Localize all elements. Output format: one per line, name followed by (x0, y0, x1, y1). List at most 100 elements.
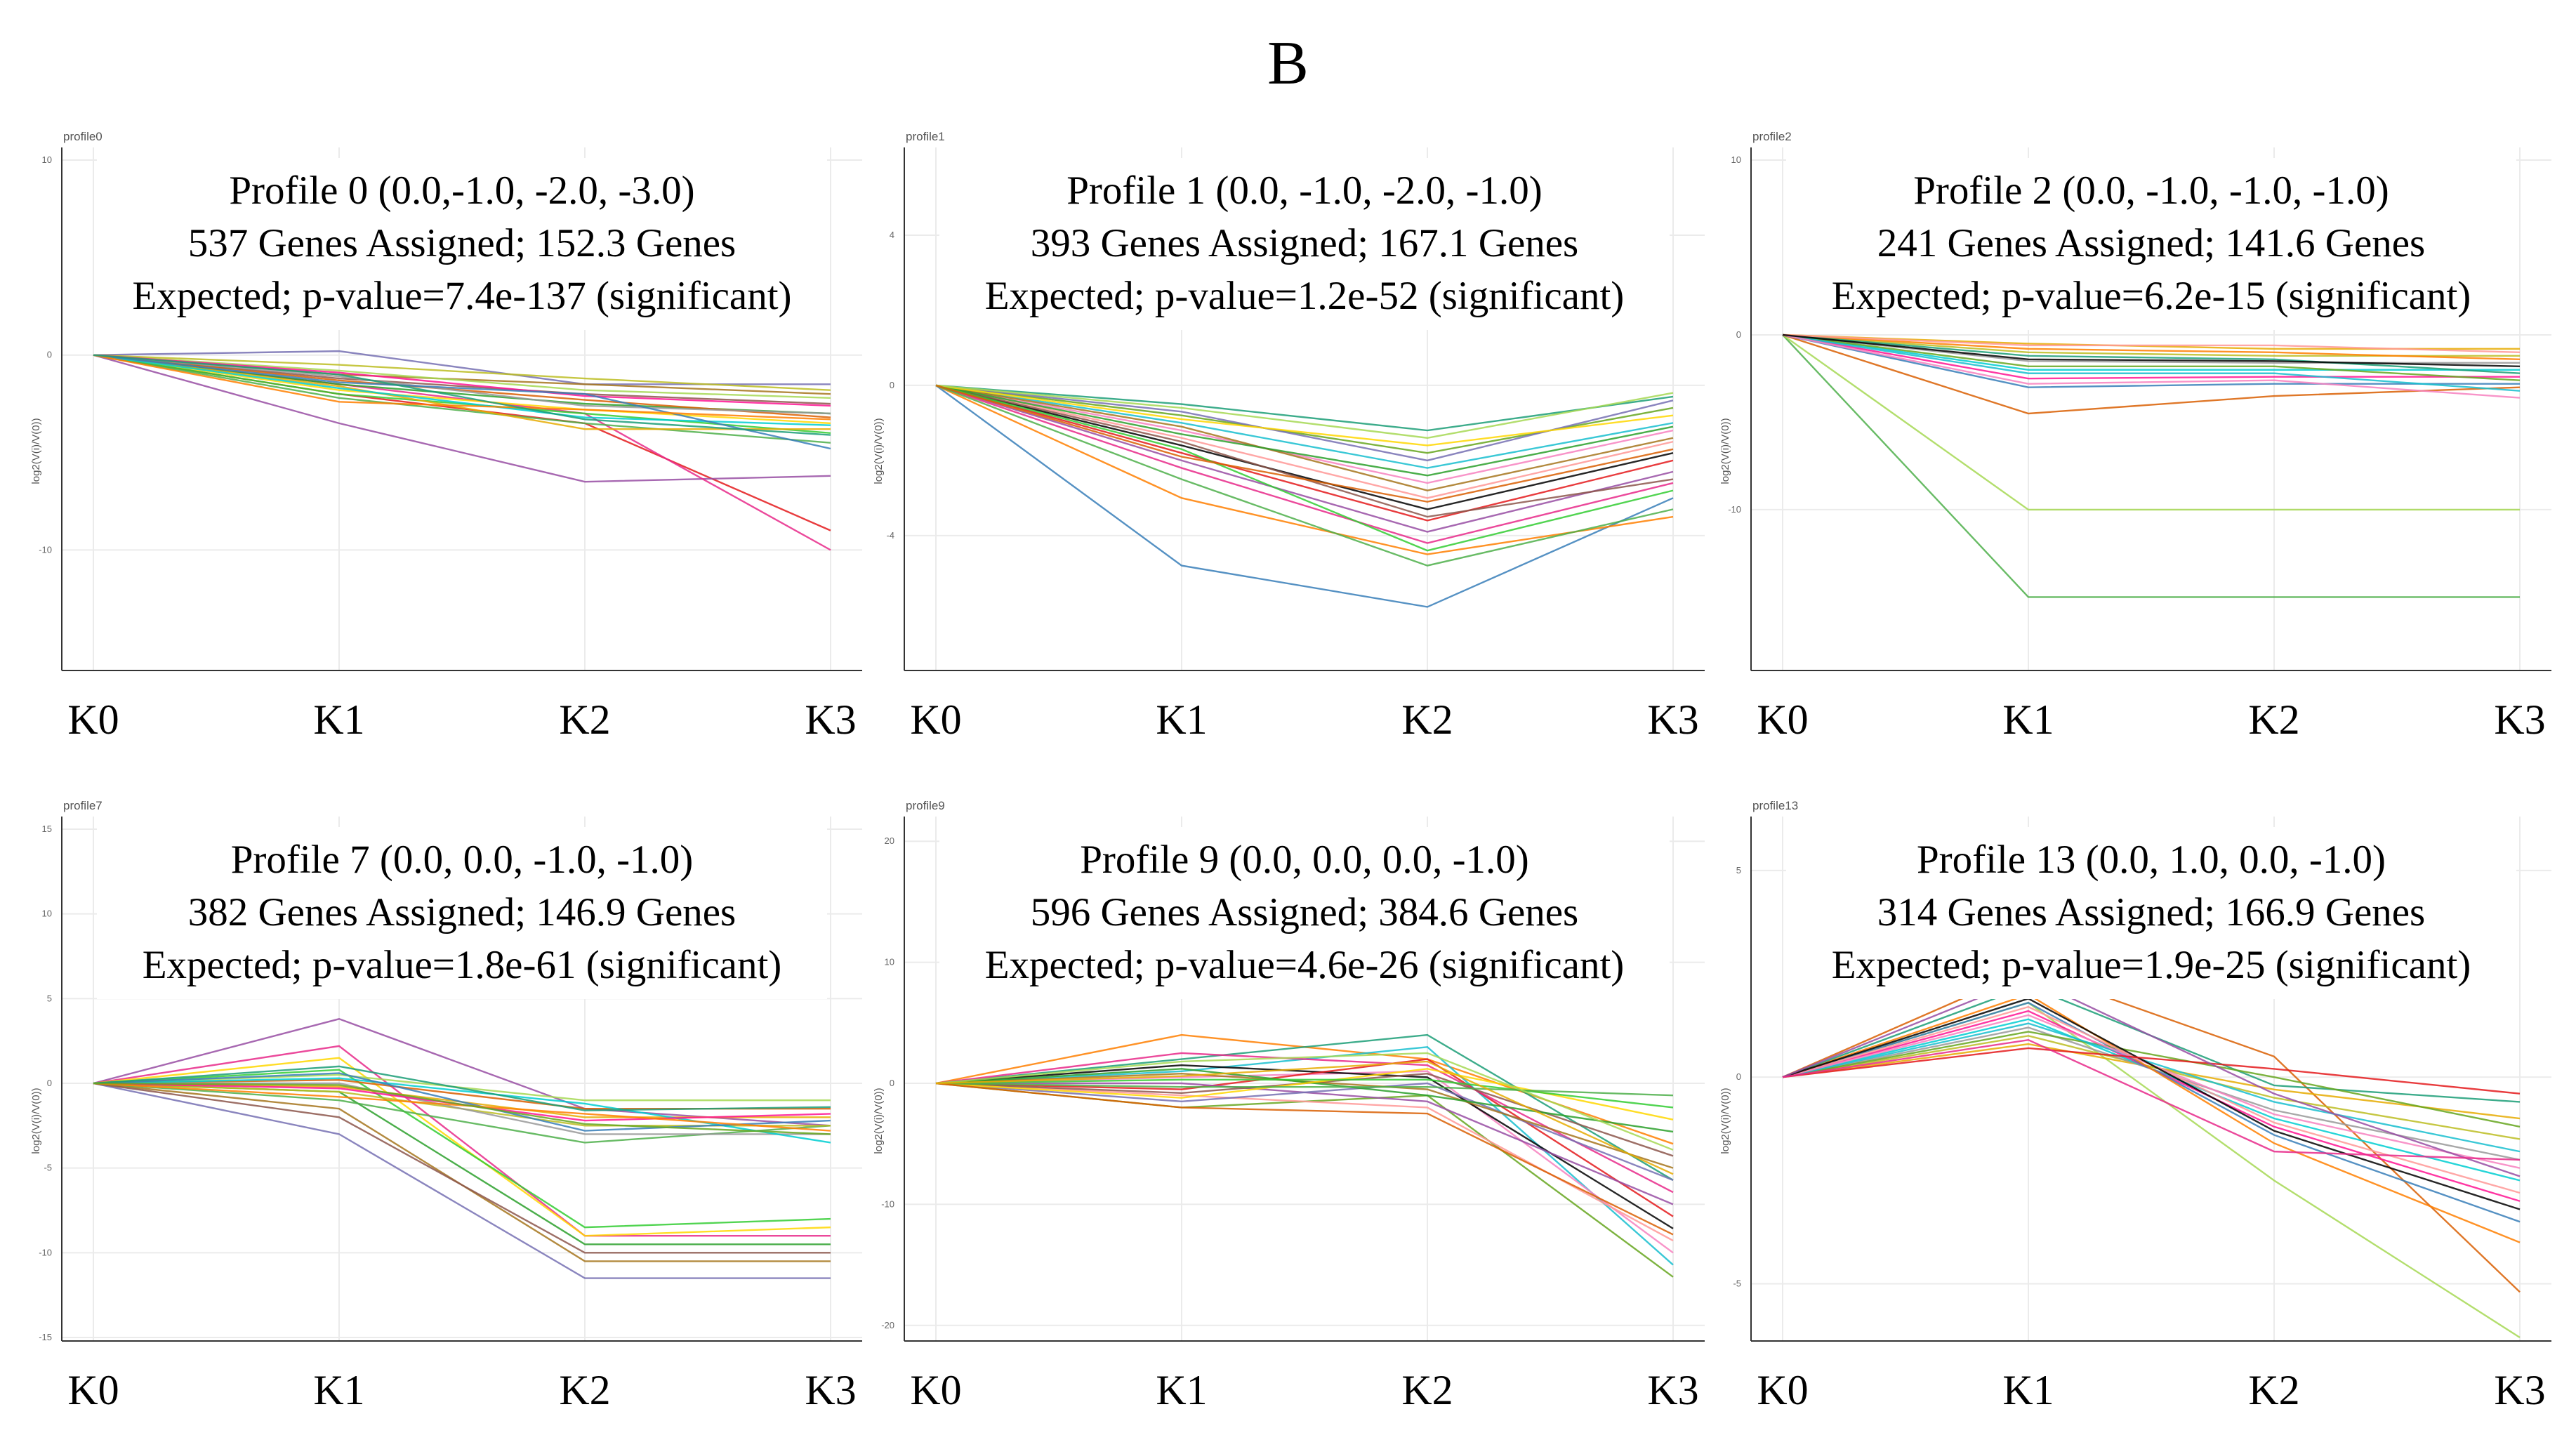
y-tick-label: 0 (1736, 1071, 1741, 1082)
gene-line (1782, 998, 2521, 1210)
gene-line (93, 1077, 831, 1144)
y-tick-label: -10 (881, 1198, 894, 1209)
caption-line: Expected; p-value=6.2e-15 (significant) (1832, 274, 2471, 318)
x-tick-label: K2 (2248, 696, 2299, 743)
gene-line (1782, 1035, 2521, 1140)
x-tick-label: K2 (559, 696, 610, 743)
gene-line (93, 354, 831, 415)
y-tick-label: -5 (1733, 1278, 1741, 1288)
gene-line (935, 384, 1674, 552)
gene-line (93, 1082, 831, 1246)
y-axis-label: log2(V(i)/V(0)) (30, 1088, 42, 1154)
y-tick-label: 10 (1731, 154, 1741, 165)
gene-line (1782, 968, 2521, 1293)
gene-line (935, 384, 1674, 484)
gene-line (935, 384, 1674, 533)
gene-line (935, 1033, 1674, 1181)
y-tick-label: 5 (1736, 865, 1741, 876)
caption-line: Profile 1 (0.0, -1.0, -2.0, -1.0) (1066, 169, 1543, 213)
figure-label: B (1267, 29, 1309, 98)
gene-line (93, 1082, 831, 1135)
gene-line (935, 384, 1674, 439)
gene-line (935, 1082, 1674, 1182)
gene-line (1782, 1031, 2521, 1128)
caption-line: Profile 7 (0.0, 0.0, -1.0, -1.0) (231, 838, 694, 882)
y-tick-label: 0 (890, 1078, 894, 1088)
x-tick-label: K3 (2494, 696, 2545, 743)
gene-line (1782, 333, 2520, 364)
gene-line (1782, 1005, 2521, 1194)
x-tick-label: K0 (910, 1367, 961, 1413)
y-tick-label: 0 (890, 380, 894, 390)
y-tick-label: -10 (39, 544, 52, 555)
gene-line (93, 354, 831, 436)
caption-line: 382 Genes Assigned; 146.9 Genes (188, 890, 737, 934)
x-tick-label: K1 (313, 696, 364, 743)
panel-tag: profile13 (1752, 799, 1798, 812)
gene-line (1782, 977, 2521, 1177)
y-tick-label: 0 (47, 1078, 52, 1088)
gene-line (93, 354, 831, 399)
gene-line (93, 354, 831, 430)
gene-line (93, 1082, 831, 1279)
y-tick-label: -5 (44, 1163, 52, 1173)
caption-box (1786, 158, 2516, 330)
caption-box (97, 158, 827, 330)
gene-line (935, 1082, 1674, 1097)
caption-line: 241 Genes Assigned; 141.6 Genes (1877, 221, 2426, 265)
y-tick-label: 10 (42, 908, 52, 919)
gene-line (935, 1068, 1674, 1133)
profile-panel-3: profile7 15 10 5 0 -5 -10 -15 log2(V(i)/V(0)) K0 K… (30, 799, 862, 1413)
gene-line (93, 354, 831, 391)
y-tick-label: -20 (881, 1320, 894, 1330)
y-tick-label: -4 (886, 530, 894, 541)
gene-line (935, 384, 1674, 510)
y-tick-label: -10 (1728, 504, 1741, 515)
y-tick-label: 4 (890, 230, 894, 240)
gene-line (935, 1060, 1674, 1175)
gene-line (93, 1082, 831, 1262)
gene-line (935, 384, 1674, 447)
gene-line (93, 1045, 831, 1237)
gene-line (1782, 333, 2521, 415)
y-tick-label: -10 (39, 1247, 52, 1257)
gene-line (935, 1058, 1674, 1217)
x-tick-label: K2 (559, 1367, 610, 1413)
gene-line (93, 354, 831, 418)
x-tick-label: K3 (2494, 1367, 2545, 1413)
x-tick-label: K2 (1401, 696, 1453, 743)
gene-line (93, 354, 831, 434)
gene-line (1782, 1022, 2521, 1153)
gene-line (1782, 1047, 2521, 1095)
gene-line (935, 384, 1674, 432)
gene-line (935, 1082, 1674, 1236)
gene-line (1782, 333, 2520, 388)
caption-line: Expected; p-value=1.8e-61 (significant) (143, 943, 782, 987)
x-tick-label: K0 (67, 1367, 119, 1413)
gene-line (935, 384, 1674, 499)
gene-line (93, 1065, 831, 1111)
gene-line (93, 354, 831, 483)
gene-line (1782, 333, 2520, 371)
gene-line (1782, 333, 2521, 381)
y-axis-label: log2(V(i)/V(0)) (1719, 1088, 1731, 1154)
caption-line: 537 Genes Assigned; 152.3 Genes (188, 221, 737, 265)
gene-line (935, 384, 1674, 503)
gene-line (1782, 333, 2521, 392)
caption-line: Profile 9 (0.0, 0.0, 0.0, -1.0) (1080, 838, 1529, 882)
profile-panel-0: profile0 10 0 -10 log2(V(i)/V(0)) K0 K1 K2 K3 Pro… (30, 130, 862, 743)
gene-line (93, 354, 831, 425)
gene-line (93, 354, 831, 444)
gene-line (1782, 993, 2521, 1243)
x-tick-label: K3 (805, 1367, 856, 1413)
y-tick-label: 0 (1736, 329, 1741, 340)
gene-line (1782, 1038, 2521, 1161)
x-tick-label: K3 (1647, 1367, 1698, 1413)
panel-tag: profile7 (63, 799, 103, 812)
gene-line (1782, 333, 2520, 511)
gene-line (1782, 334, 2520, 598)
gene-line (935, 384, 1674, 522)
gene-line (93, 354, 831, 405)
gene-line (935, 384, 1674, 555)
x-tick-label: K1 (2002, 696, 2054, 743)
